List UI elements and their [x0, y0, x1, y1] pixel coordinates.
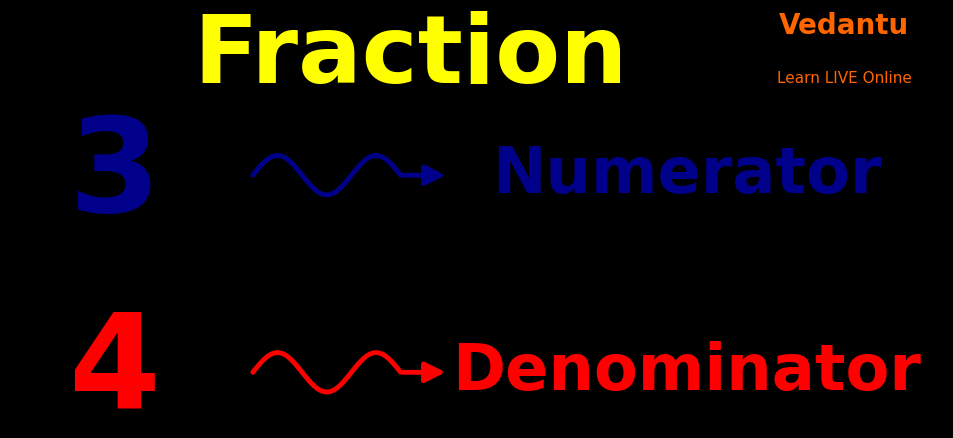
Text: 3: 3	[69, 112, 160, 239]
Text: Learn LIVE Online: Learn LIVE Online	[776, 71, 911, 86]
Text: Numerator: Numerator	[492, 144, 881, 206]
Text: Denominator: Denominator	[452, 341, 921, 403]
Text: Vedantu: Vedantu	[779, 12, 908, 40]
Text: 4: 4	[69, 309, 160, 436]
Text: Fraction: Fraction	[193, 11, 627, 103]
